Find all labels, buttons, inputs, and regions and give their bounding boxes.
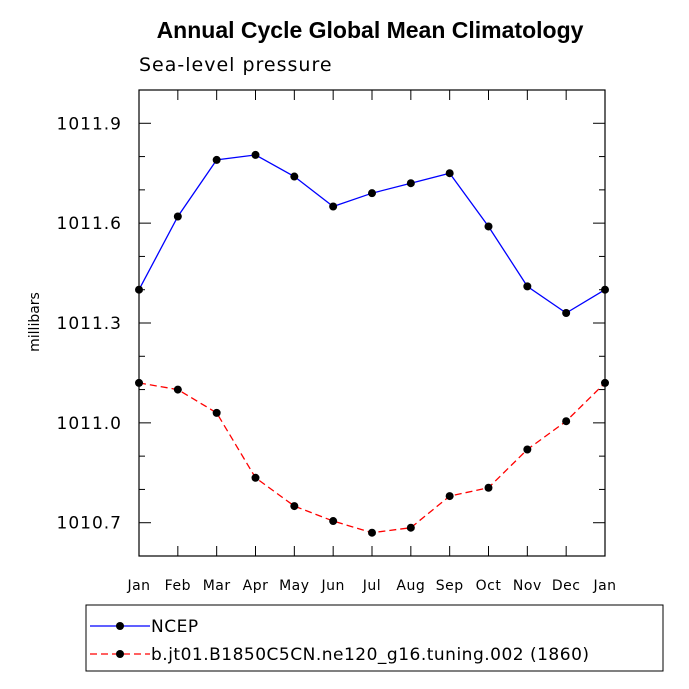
y-tick-label: 1011.3 (57, 314, 122, 334)
series-line-2 (138, 382, 606, 534)
y-tick-label: 1011.6 (57, 214, 122, 234)
series-1-point (601, 285, 609, 294)
legend-label-1: NCEP (151, 617, 199, 637)
x-tick-label: Sep (436, 578, 464, 594)
legend-marker-1 (116, 622, 124, 630)
chart-subtitle: Sea-level pressure (139, 54, 333, 76)
legend: NCEP b.jt01.B1850C5CN.ne120_g16.tuning.00… (90, 617, 590, 665)
series-1-point (368, 189, 376, 198)
series-2-point (484, 483, 493, 492)
series-2-point (562, 417, 571, 426)
series-1-point (135, 285, 143, 294)
x-tick-label: Nov (513, 578, 542, 594)
x-tick-label: May (279, 578, 309, 594)
y-axis-label: millibars (27, 292, 43, 352)
series-2-point (406, 523, 415, 532)
x-tick-label: Apr (243, 578, 269, 594)
series-1-point (173, 212, 182, 221)
x-tick-label: Jul (362, 578, 381, 594)
series-group (135, 150, 609, 537)
series-2-point (212, 408, 221, 417)
series-1-point (290, 172, 299, 181)
y-tick-labels: 1010.7 1011.0 1011.3 1011.6 1011.9 (57, 114, 122, 534)
axis-ticks (138, 90, 606, 556)
series-2-point (251, 473, 260, 482)
series-1-point (562, 309, 571, 318)
series-2-point (329, 517, 338, 526)
series-1-point (329, 202, 338, 211)
y-tick-label: 1010.7 (57, 514, 122, 534)
y-tick-label: 1011.9 (57, 114, 122, 134)
legend-label-2: b.jt01.B1850C5CN.ne120_g16.tuning.002 (1… (151, 645, 590, 665)
series-2-point (445, 492, 454, 501)
series-1-point (445, 169, 454, 178)
chart-title: Annual Cycle Global Mean Climatology (157, 17, 584, 43)
series-2-point (135, 378, 143, 387)
legend-marker-2 (116, 650, 124, 658)
series-1-point (212, 155, 221, 164)
x-tick-label: Mar (203, 578, 231, 594)
series-2-point (601, 378, 609, 387)
y-tick-label: 1011.0 (57, 414, 122, 434)
series-line-1 (138, 154, 606, 314)
x-tick-labels: Jan Feb Mar Apr May Jun Jul Aug Sep Oct Nov Dec Jan (126, 578, 616, 594)
series-1-point (251, 150, 260, 159)
x-tick-label: Jan (126, 578, 150, 594)
x-tick-label: Jan (592, 578, 616, 594)
series-1-point (484, 222, 493, 231)
series-1-point (523, 282, 532, 291)
x-tick-label: Feb (165, 578, 191, 594)
series-1-point (406, 179, 415, 188)
plot-frame (138, 89, 606, 557)
x-tick-label: Oct (476, 578, 502, 594)
series-2-point (173, 385, 182, 394)
series-2-point (523, 445, 532, 454)
x-tick-label: Aug (396, 578, 425, 594)
legend-box (85, 604, 664, 672)
series-2-point (290, 502, 299, 511)
x-tick-label: Dec (552, 578, 581, 594)
x-tick-label: Jun (320, 578, 344, 594)
series-2-point (368, 528, 376, 537)
